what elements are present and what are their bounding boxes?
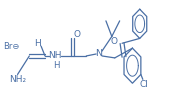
Text: Br⊖: Br⊖ (3, 42, 20, 51)
Text: O: O (111, 37, 118, 46)
Text: NH: NH (48, 51, 62, 60)
Text: H: H (34, 39, 41, 48)
Text: O: O (74, 30, 81, 39)
Text: N: N (96, 48, 103, 58)
Text: NH₂: NH₂ (9, 75, 26, 84)
Text: H: H (54, 61, 60, 70)
Text: Cl: Cl (139, 80, 148, 89)
